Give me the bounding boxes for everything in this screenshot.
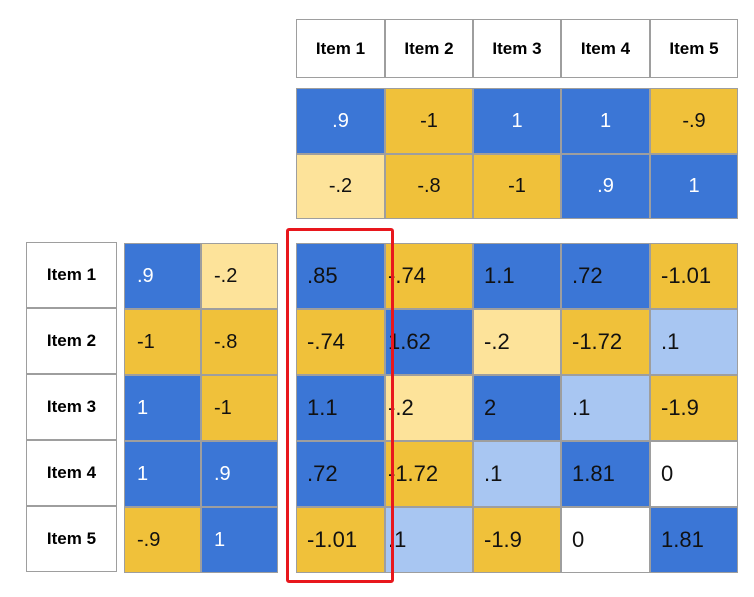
row-header: Item 5	[26, 506, 117, 572]
product-matrix-cell: -1.72	[385, 441, 473, 507]
left-matrix-cell: -1	[124, 309, 201, 375]
top-matrix-cell: -1	[385, 88, 473, 154]
left-matrix-cell: -.2	[201, 243, 278, 309]
product-matrix: .85 -.74 1.1 .72 -1.01 -.74 1.62 -.2 -1.…	[296, 243, 738, 573]
product-matrix-cell: -.2	[473, 309, 561, 375]
row-header: Item 4	[26, 440, 117, 506]
product-matrix-cell: 1.81	[561, 441, 650, 507]
product-matrix-cell: -1.01	[296, 507, 385, 573]
product-matrix-cell: 1.62	[385, 309, 473, 375]
row-header: Item 1	[26, 242, 117, 308]
top-matrix-cell: .9	[561, 154, 650, 219]
column-header: Item 5	[650, 19, 738, 78]
product-matrix-cell: .1	[650, 309, 738, 375]
product-matrix-cell: 1.81	[650, 507, 738, 573]
top-matrix-cell: -.8	[385, 154, 473, 219]
product-matrix-cell: .72	[296, 441, 385, 507]
column-header: Item 3	[473, 19, 561, 78]
top-matrix-cell: 1	[561, 88, 650, 154]
column-header: Item 2	[385, 19, 473, 78]
left-matrix-cell: -.8	[201, 309, 278, 375]
product-matrix-cell: -1.01	[650, 243, 738, 309]
row-header: Item 2	[26, 308, 117, 374]
top-matrix-cell: -.2	[296, 154, 385, 219]
product-matrix-cell: -1.9	[473, 507, 561, 573]
top-matrix-cell: .9	[296, 88, 385, 154]
top-matrix-cell: -1	[473, 154, 561, 219]
product-matrix-cell: 2	[473, 375, 561, 441]
left-matrix-cell: -1	[201, 375, 278, 441]
top-header-row: Item 1 Item 2 Item 3 Item 4 Item 5	[296, 19, 738, 78]
row-header: Item 3	[26, 374, 117, 440]
product-matrix-cell: .1	[561, 375, 650, 441]
left-matrix-cell: .9	[201, 441, 278, 507]
product-matrix-cell: 1.1	[473, 243, 561, 309]
top-matrix-cell: 1	[650, 154, 738, 219]
left-matrix-cell: 1	[201, 507, 278, 573]
left-matrix-cell: -.9	[124, 507, 201, 573]
left-matrix-cell: .9	[124, 243, 201, 309]
left-matrix-cell: 1	[124, 375, 201, 441]
product-matrix-cell: -.2	[385, 375, 473, 441]
product-matrix-cell: -.74	[385, 243, 473, 309]
top-matrix-cell: -.9	[650, 88, 738, 154]
product-matrix-cell: 0	[561, 507, 650, 573]
left-header-column: Item 1 Item 2 Item 3 Item 4 Item 5	[26, 242, 117, 572]
column-header: Item 4	[561, 19, 650, 78]
product-matrix-cell: .1	[473, 441, 561, 507]
top-factor-matrix: .9 -1 1 1 -.9 -.2 -.8 -1 .9 1	[296, 88, 738, 219]
product-matrix-cell: -1.9	[650, 375, 738, 441]
product-matrix-cell: 0	[650, 441, 738, 507]
product-matrix-cell: .85	[296, 243, 385, 309]
left-factor-matrix: .9 -.2 -1 -.8 1 -1 1 .9 -.9 1	[124, 243, 278, 573]
left-matrix-cell: 1	[124, 441, 201, 507]
top-matrix-cell: 1	[473, 88, 561, 154]
column-header: Item 1	[296, 19, 385, 78]
product-matrix-cell: -.74	[296, 309, 385, 375]
product-matrix-cell: .72	[561, 243, 650, 309]
product-matrix-cell: -1.72	[561, 309, 650, 375]
product-matrix-cell: 1.1	[296, 375, 385, 441]
product-matrix-cell: .1	[385, 507, 473, 573]
